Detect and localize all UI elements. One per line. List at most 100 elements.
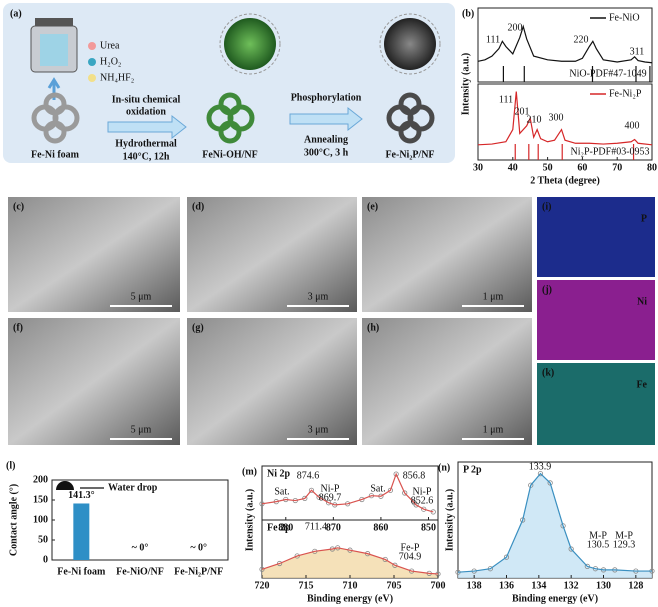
- y-axis-label: Intensity (a.u.): [444, 489, 455, 552]
- autoclave-lid: [35, 18, 73, 26]
- value-label: 141.3°: [68, 490, 95, 501]
- annotation: 874.6: [297, 470, 320, 481]
- sample-name: Fe-Ni₂P/NF: [385, 149, 434, 160]
- x-tick-label: 700: [431, 580, 446, 591]
- panel-label: (n): [438, 462, 450, 473]
- x-tick-label: 128: [628, 580, 643, 591]
- x-tick-label: 870: [326, 522, 341, 533]
- micrograph: [537, 363, 655, 445]
- x-tick-label: 880: [278, 522, 293, 533]
- panel-label: (a): [10, 8, 22, 19]
- autoclave-liquid: [40, 34, 68, 66]
- step-text: 300°C, 3 h: [304, 147, 349, 158]
- sample-name: Fe-Ni foam: [31, 149, 80, 160]
- legend-dot: [88, 74, 96, 82]
- panel-label: (m): [242, 466, 257, 477]
- x-axis-label: Binding energy (eV): [307, 593, 393, 604]
- plot-frame: [477, 7, 653, 83]
- data-point: [393, 471, 399, 477]
- annotation: Sat.: [274, 486, 289, 497]
- x-tick-label: 138: [467, 580, 482, 591]
- element-label: P: [641, 213, 647, 224]
- annotation: M-P: [615, 530, 633, 541]
- panel-label: (e): [367, 201, 378, 212]
- micrograph: [362, 318, 532, 445]
- panel-label: (b): [462, 8, 474, 19]
- zoom-circle: [219, 13, 281, 75]
- scale-label: 5 μm: [131, 291, 152, 302]
- annotation: Ni-P: [321, 483, 340, 494]
- x-tick-label: 130: [596, 580, 611, 591]
- y-axis-label: Contact angle (°): [8, 484, 19, 556]
- data-point: [537, 470, 544, 477]
- data-point: [392, 562, 398, 568]
- sample-name: FeNi-OH/NF: [202, 149, 258, 160]
- area: [262, 547, 438, 578]
- annotation: Sat.: [370, 483, 385, 494]
- x-tick-label: 860: [373, 522, 388, 533]
- y-tick-label: 100: [33, 514, 48, 525]
- data-point: [547, 480, 553, 486]
- value-label: ~ 0°: [190, 542, 207, 553]
- x-tick-label: 134: [531, 580, 546, 591]
- bar: [73, 503, 90, 560]
- panel-a: (a) Urea H₂O₂ NH₄HF₂ In-situ chemical ox…: [3, 3, 455, 163]
- x-tick-label: 40: [508, 162, 518, 173]
- peak-label: 111: [486, 34, 500, 45]
- annotation: 704.9: [399, 551, 422, 562]
- peak-label: 220: [574, 34, 589, 45]
- series-line: [457, 472, 652, 573]
- micrograph: [537, 280, 655, 360]
- data-point: [276, 560, 283, 567]
- annotation: 852.6: [411, 495, 434, 506]
- scale-label: 1 μm: [483, 424, 504, 435]
- peak-label: 400: [625, 120, 640, 131]
- panel-label: (i): [542, 201, 551, 212]
- value-label: ~ 0°: [132, 542, 149, 553]
- reagent: H₂O₂: [100, 56, 121, 67]
- micrograph: [8, 318, 180, 445]
- peak-label: 111: [499, 94, 513, 105]
- panel-label: (c): [13, 201, 24, 212]
- data-point: [402, 490, 408, 496]
- step-text: 140°C, 12h: [123, 151, 170, 162]
- x-tick-label: 850: [421, 522, 436, 533]
- y-axis-label: Intensity (a.u.): [460, 53, 471, 116]
- annotation: M-P: [589, 530, 607, 541]
- series-line: [261, 472, 434, 513]
- panel-label: (d): [192, 201, 204, 212]
- x-tick-label: 132: [564, 580, 579, 591]
- scale-label: 3 μm: [308, 424, 329, 435]
- y-tick-label: 150: [33, 494, 48, 505]
- micrograph: [8, 197, 180, 312]
- annotation: 711.4: [305, 521, 327, 532]
- x-tick-label: 70: [612, 162, 622, 173]
- data-point: [382, 556, 388, 563]
- data-point: [316, 494, 322, 500]
- foams: [31, 92, 435, 144]
- data-point: [413, 502, 419, 508]
- x-tick-label: 136: [499, 580, 514, 591]
- panel-label: (k): [542, 367, 554, 378]
- legend-label: Fe-Ni₂P: [609, 88, 642, 99]
- element-label: Fe: [636, 379, 647, 390]
- step-text: oxidation: [126, 106, 166, 117]
- x-axis-label: Binding energy (eV): [512, 593, 598, 604]
- legend-dot: [88, 58, 96, 66]
- y-tick-label: 200: [33, 474, 48, 485]
- annotation: 856.8: [403, 470, 426, 481]
- y-axis-label: Intensity (a.u.): [244, 489, 255, 552]
- arrow: [289, 106, 363, 132]
- step-text: In-situ chemical: [112, 94, 181, 105]
- x-tick-label: 720: [255, 580, 270, 591]
- x-tick-label: 710: [343, 580, 358, 591]
- sphere: [384, 18, 436, 70]
- legend-label: Fe-NiO: [609, 12, 640, 23]
- x-tick-label: 705: [387, 580, 402, 591]
- water-drop: [56, 481, 74, 490]
- reagent: NH₄HF₂: [100, 72, 134, 83]
- micrograph: [187, 318, 357, 445]
- micrograph: [537, 197, 655, 277]
- annotation: Water drop: [108, 482, 158, 493]
